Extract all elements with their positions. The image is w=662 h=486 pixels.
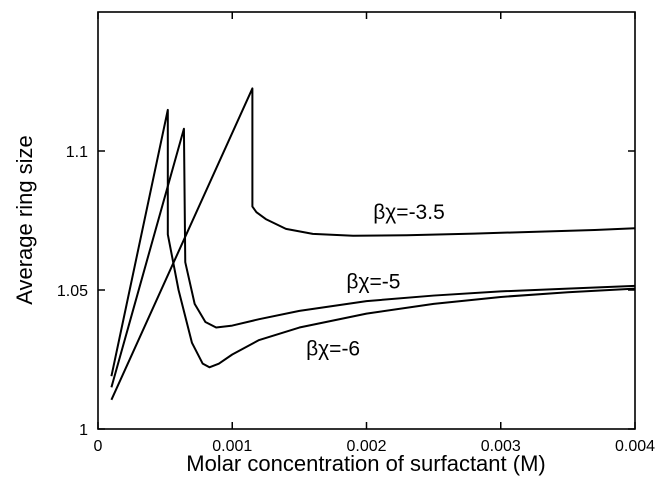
x-tick-label-2: 0.002: [346, 438, 386, 455]
x-tick-label-3: 0.003: [481, 438, 521, 455]
x-axis-title: Molar concentration of surfactant (M): [186, 451, 545, 476]
axis-ticks: 0 0.001 0.002 0.003 0.004 1 1.05 1.1: [57, 12, 655, 455]
x-tick-label-0: 0: [94, 438, 103, 455]
y-axis-title: Average ring size: [12, 135, 37, 305]
series-label-1: βχ=-5: [346, 271, 400, 294]
plot-frame: [97, 11, 636, 430]
y-tick-label-0: 1: [79, 422, 88, 439]
series-lines: [110, 87, 636, 401]
series-line-1: [110, 127, 636, 388]
y-tick-label-1: 1.05: [57, 283, 88, 300]
y-tick-label-2: 1.1: [66, 144, 88, 161]
series-label-2: βχ=-6: [306, 337, 360, 360]
x-tick-label-1: 0.001: [212, 438, 252, 455]
x-tick-label-4: 0.004: [615, 438, 655, 455]
series-labels: βχ=-3.5 βχ=-5 βχ=-6: [306, 201, 445, 360]
series-label-0: βχ=-3.5: [373, 201, 445, 224]
series-line-2: [110, 108, 636, 377]
series-line-0: [110, 87, 636, 401]
